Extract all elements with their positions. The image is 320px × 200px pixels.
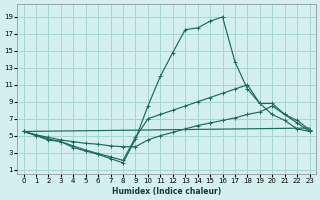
X-axis label: Humidex (Indice chaleur): Humidex (Indice chaleur) [112, 187, 221, 196]
